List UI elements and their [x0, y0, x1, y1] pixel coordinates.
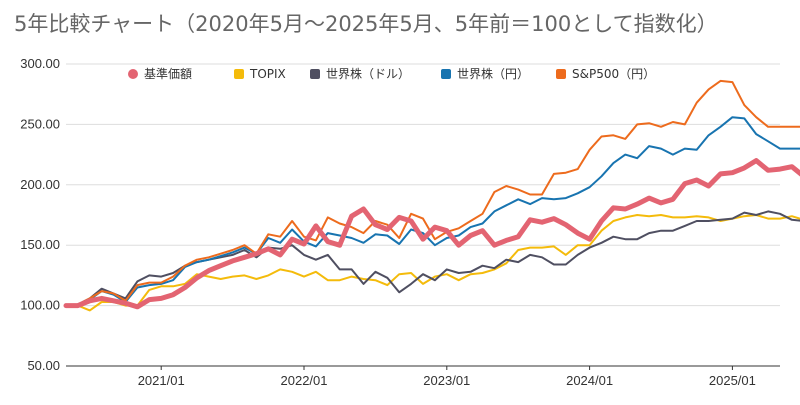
- y-tick-label: 100.00: [20, 298, 60, 313]
- legend: 基準価額 TOPIX 世界株（ドル） 世界株（円） S&P500（円）: [128, 66, 655, 81]
- x-tick-label: 2024/01: [566, 373, 613, 388]
- legend-label: S&P500（円）: [572, 67, 655, 81]
- legend-label: TOPIX: [249, 67, 286, 81]
- x-tick-label: 2025/01: [709, 373, 756, 388]
- axes: 50.00 100.00 150.00 200.00 250.00 300.00 2021/…: [20, 56, 756, 388]
- series-line: [65, 79, 800, 307]
- grid: [66, 63, 780, 367]
- x-tick-label: 2022/01: [281, 373, 328, 388]
- chart-title: 5年比較チャート（2020年5月〜2025年5月、5年前＝100として指数化）: [14, 12, 718, 36]
- legend-label: 世界株（ドル）: [326, 66, 410, 81]
- y-tick-label: 150.00: [20, 237, 60, 252]
- legend-swatch: [234, 69, 244, 79]
- x-tick-label: 2021/01: [138, 373, 185, 388]
- x-tick-label: 2023/01: [423, 373, 470, 388]
- y-tick-label: 50.00: [27, 358, 60, 373]
- y-tick-label: 200.00: [20, 177, 60, 192]
- legend-swatch: [128, 69, 138, 79]
- series-line: [65, 116, 800, 307]
- legend-label: 基準価額: [144, 66, 192, 81]
- y-tick-label: 250.00: [20, 116, 60, 131]
- series-line: [63, 158, 800, 310]
- legend-label: 世界株（円）: [457, 66, 529, 81]
- legend-swatch: [556, 69, 566, 79]
- legend-swatch: [441, 69, 451, 79]
- y-tick-label: 300.00: [20, 56, 60, 71]
- legend-swatch: [310, 69, 320, 79]
- series-lines: [63, 79, 800, 312]
